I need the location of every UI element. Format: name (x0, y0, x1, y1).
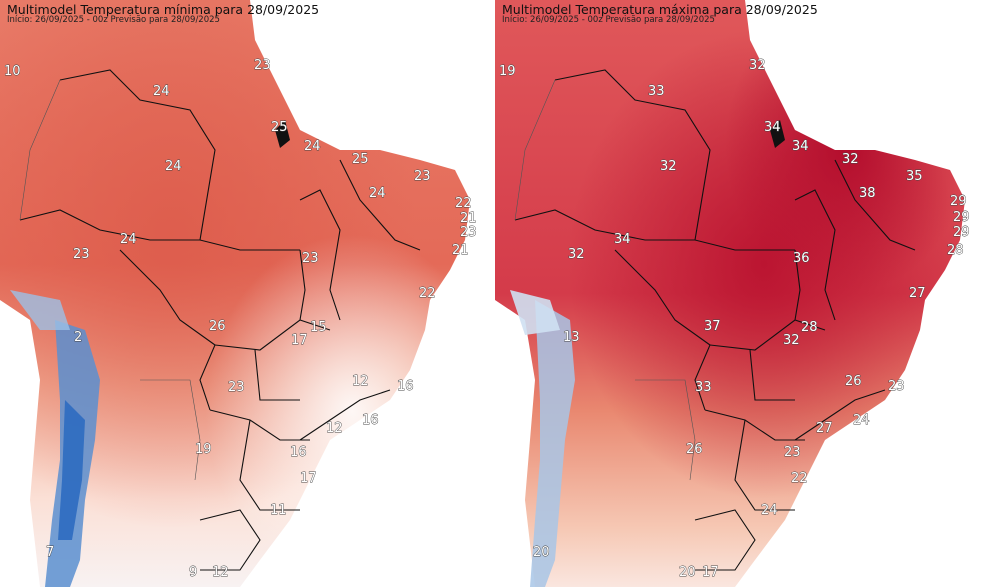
max-label: 32 (783, 333, 800, 348)
min-label: 11 (270, 503, 287, 518)
max-label: 29 (953, 225, 970, 240)
min-label: 25 (271, 120, 288, 135)
max-label: 24 (761, 503, 778, 518)
min-map-subtitle: Início: 26/09/2025 - 00z Previsão para 2… (7, 15, 220, 25)
min-temperature-map-panel: 10 24 23 25 24 24 25 24 23 22 21 23 24 2… (0, 0, 489, 587)
min-label: 19 (195, 442, 212, 457)
min-label: 24 (165, 159, 182, 174)
min-label: 2 (74, 330, 82, 345)
max-label: 32 (842, 152, 859, 167)
max-label: 32 (660, 159, 677, 174)
min-label: 24 (369, 186, 386, 201)
max-label: 17 (702, 565, 719, 580)
max-label: 33 (695, 380, 712, 395)
max-label: 27 (909, 286, 926, 301)
max-map-title: Multimodel Temperatura máxima para 28/09… (502, 2, 818, 17)
max-label: 27 (816, 421, 833, 436)
max-label: 37 (704, 319, 721, 334)
min-label: 17 (291, 333, 308, 348)
max-label: 32 (749, 58, 766, 73)
max-label: 22 (791, 471, 808, 486)
min-label: 23 (73, 247, 90, 262)
max-label: 19 (499, 64, 516, 79)
min-label: 9 (189, 565, 197, 580)
max-label: 26 (845, 374, 862, 389)
max-label: 29 (953, 210, 970, 225)
min-label: 22 (419, 286, 436, 301)
min-label: 15 (310, 320, 327, 335)
max-temperature-map-panel: 19 32 33 34 34 32 32 35 38 29 29 29 34 3… (495, 0, 984, 587)
min-label: 7 (46, 545, 54, 560)
min-label: 16 (362, 413, 379, 428)
max-label: 29 (950, 194, 967, 209)
min-label: 24 (120, 232, 137, 247)
min-label: 22 (455, 196, 472, 211)
min-label: 24 (153, 84, 170, 99)
min-label: 16 (290, 445, 307, 460)
max-label: 34 (792, 139, 809, 154)
max-label: 38 (859, 186, 876, 201)
max-temperature-map: 19 32 33 34 34 32 32 35 38 29 29 29 34 3… (495, 0, 984, 587)
min-map-title: Multimodel Temperatura mínima para 28/09… (7, 2, 320, 17)
max-label: 34 (764, 120, 781, 135)
max-label: 33 (648, 84, 665, 99)
min-label: 25 (352, 152, 369, 167)
max-label: 26 (686, 442, 703, 457)
min-label: 23 (460, 225, 477, 240)
min-temperature-map: 10 24 23 25 24 24 25 24 23 22 21 23 24 2… (0, 0, 489, 587)
max-label: 28 (801, 320, 818, 335)
max-label: 35 (906, 169, 923, 184)
max-label: 23 (888, 379, 905, 394)
max-label: 24 (853, 413, 870, 428)
min-label: 12 (212, 565, 229, 580)
min-label: 12 (326, 421, 343, 436)
max-label: 32 (568, 247, 585, 262)
max-label: 23 (784, 445, 801, 460)
min-map-labels: 10 24 23 25 24 24 25 24 23 22 21 23 24 2… (4, 58, 477, 581)
max-label: 13 (563, 330, 580, 345)
min-label: 24 (304, 139, 321, 154)
min-label: 26 (209, 319, 226, 334)
max-map-subtitle: Início: 26/09/2025 - 00z Previsão para 2… (502, 15, 715, 25)
min-label: 23 (302, 251, 319, 266)
min-label: 17 (300, 471, 317, 486)
min-label: 23 (414, 169, 431, 184)
max-label: 34 (614, 232, 631, 247)
min-label: 21 (452, 243, 469, 258)
min-label: 23 (254, 58, 271, 73)
min-label: 21 (460, 211, 477, 226)
min-label: 23 (228, 380, 245, 395)
max-map-labels: 19 32 33 34 34 32 32 35 38 29 29 29 34 3… (499, 58, 970, 581)
min-label: 12 (352, 374, 369, 389)
max-label: 20 (533, 545, 550, 560)
min-label: 10 (4, 64, 21, 79)
max-label: 28 (947, 243, 964, 258)
max-label: 20 (679, 565, 696, 580)
min-label: 16 (397, 379, 414, 394)
max-label: 36 (793, 251, 810, 266)
